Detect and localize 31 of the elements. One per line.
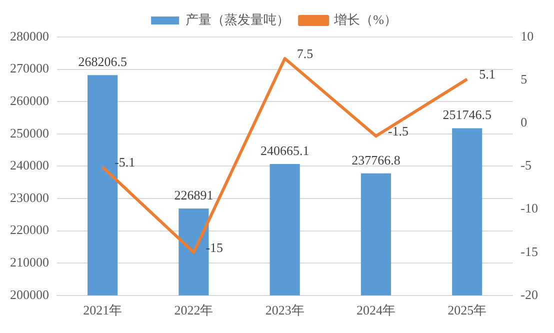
legend-label: 增长（%） xyxy=(333,12,397,27)
y-tick-label: 230000 xyxy=(10,190,49,205)
y-tick-label: 240000 xyxy=(10,158,49,173)
y-tick-label: 260000 xyxy=(10,93,49,108)
data-label: 268206.5 xyxy=(78,54,127,70)
x-tick-label: 2023年 xyxy=(265,302,304,318)
x-tick-label: 2021年 xyxy=(83,302,122,318)
data-label: 237766.8 xyxy=(352,152,400,168)
y-tick-label: 250000 xyxy=(10,125,49,140)
data-label: -1.5 xyxy=(388,123,409,138)
data-label: 5.1 xyxy=(479,66,496,82)
y2-tick-label: 0 xyxy=(520,114,528,130)
y-tick-label: 220000 xyxy=(10,222,49,238)
data-label: 240665.1 xyxy=(260,142,310,158)
y2-tick-label: 10 xyxy=(520,28,534,44)
y2-tick-label: -15 xyxy=(520,244,538,259)
legend-label: 产量（蒸发量吨） xyxy=(186,12,290,27)
data-label: 226891 xyxy=(174,187,214,202)
data-label: 7.5 xyxy=(296,46,314,61)
x-tick-label: 2024年 xyxy=(356,302,396,318)
y-tick-label: 270000 xyxy=(10,60,49,76)
y2-tick-label: 5 xyxy=(520,71,528,86)
data-label: 251746.5 xyxy=(442,107,492,122)
y-tick-label: 200000 xyxy=(10,286,49,302)
y2-tick-label: -20 xyxy=(520,286,538,302)
y-tick-label: 210000 xyxy=(10,254,49,270)
y2-tick-label: -10 xyxy=(520,200,538,216)
x-tick-label: 2022年 xyxy=(174,302,214,318)
y2-tick-label: -5 xyxy=(520,158,532,173)
x-tick-label: 2025年 xyxy=(448,302,487,318)
y-tick-label: 280000 xyxy=(10,28,49,44)
